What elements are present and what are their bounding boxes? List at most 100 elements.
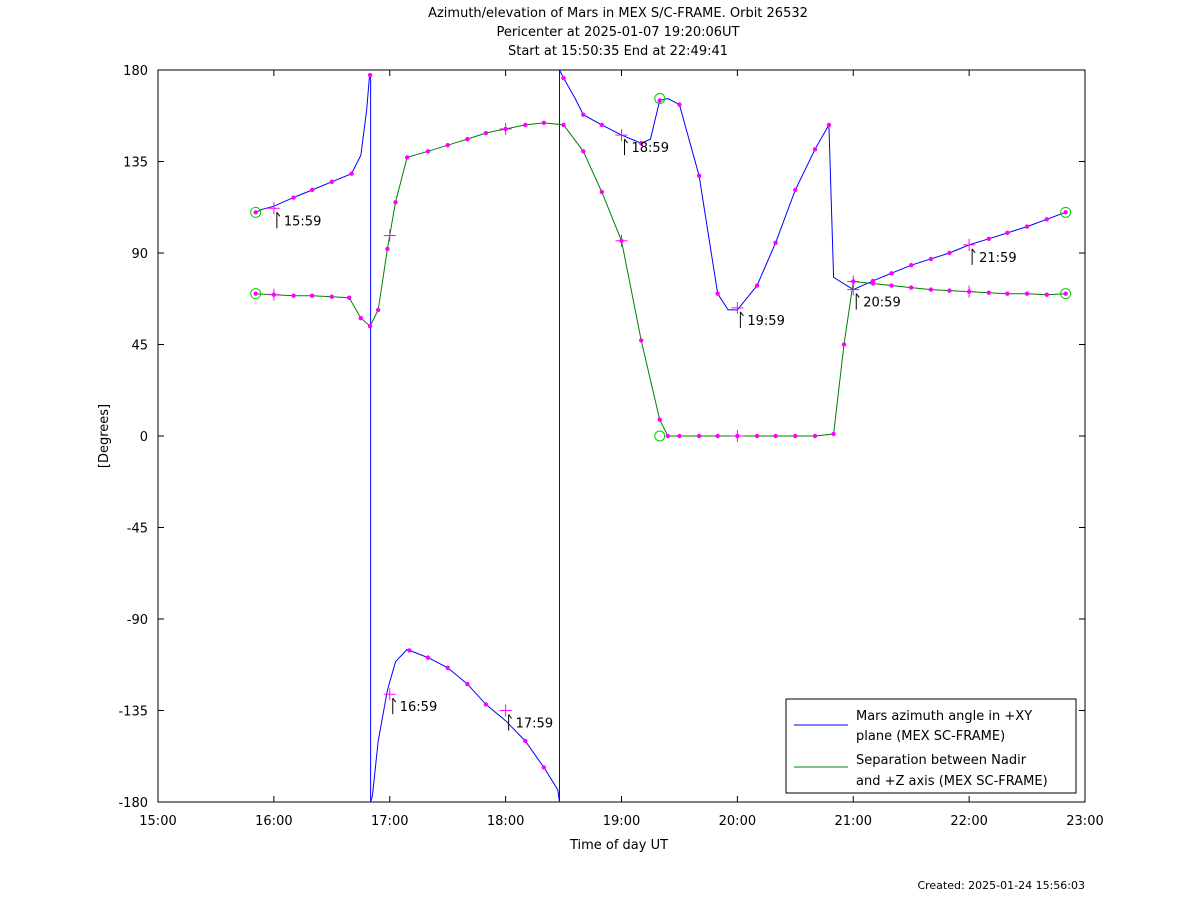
separation-point: [812, 433, 818, 439]
endpoint-circle: [1060, 288, 1072, 300]
separation-point: [346, 295, 352, 300]
azimuth-time-annotation-cross: [499, 704, 512, 717]
azimuth-time-annotation-cross: [383, 688, 396, 701]
azimuth-point: [445, 665, 450, 670]
separation-point: [425, 149, 431, 154]
svg-text:15:59: 15:59: [284, 214, 321, 229]
y-tick-label: -180: [118, 796, 148, 811]
azimuth-point: [773, 240, 778, 246]
separation-point: [638, 338, 644, 343]
azimuth-point: [407, 648, 412, 653]
azimuth-point: [1005, 230, 1010, 236]
azimuth-point: [657, 98, 662, 103]
azimuth-point: [754, 283, 760, 288]
separation-point: [928, 287, 934, 292]
azimuth-time-annotation-cross: [963, 238, 976, 251]
azimuth-point: [928, 256, 934, 262]
separation-point: [404, 155, 410, 160]
separation-point: [715, 433, 720, 439]
azimuth-point: [483, 702, 489, 707]
separation-point: [986, 290, 992, 295]
azimuth-time-annotation-cross: [267, 202, 280, 215]
azimuth-point: [1063, 210, 1068, 215]
azimuth-time-annotation: 18:59: [624, 138, 669, 156]
endpoint-circle: [654, 430, 666, 442]
x-tick-label: 16:00: [255, 814, 292, 829]
y-tick-label: 135: [123, 156, 148, 171]
separation-point: [581, 149, 586, 154]
separation-point: [1024, 291, 1030, 296]
azimuth-point: [599, 122, 605, 128]
azimuth-point: [638, 141, 644, 146]
separation-point: [523, 122, 528, 128]
x-tick-label: 21:00: [835, 814, 872, 829]
marker-layer: 15:59 18:59 19:59 20:59 21:59 16:59 17:59: [250, 72, 1072, 770]
separation-point: [375, 307, 381, 313]
svg-text:20:59: 20:59: [863, 296, 900, 311]
legend-label-azimuth-line-2: plane (MEX SC-FRAME): [856, 729, 1005, 744]
azimuth-point: [696, 173, 702, 178]
separation-point: [599, 189, 605, 195]
x-tick-label: 18:00: [487, 814, 524, 829]
separation-point: [445, 143, 450, 148]
azimuth-point: [947, 250, 952, 256]
separation-point: [367, 324, 373, 329]
azimuth-point: [367, 72, 373, 78]
legend: Mars azimuth angle in +XY plane (MEX SC-…: [785, 698, 1077, 794]
x-tick-label: 19:00: [603, 814, 640, 829]
separation-point: [841, 342, 847, 347]
azimuth-time-annotation: 19:59: [739, 311, 785, 329]
separation-time-cross: [731, 430, 744, 442]
series-separation-line: [255, 122, 1066, 437]
azimuth-time-annotation: 20:59: [855, 293, 901, 311]
azimuth-time-annotation: 15:59: [276, 211, 321, 229]
title-line-3: Start at 15:50:35 End at 22:49:41: [508, 44, 728, 59]
svg-text:16:59: 16:59: [400, 700, 437, 715]
separation-point: [465, 136, 470, 142]
y-axis: -180 -135 -90 -45 0 45 90 135 180: [118, 64, 1085, 811]
azimuth-point: [523, 738, 528, 744]
y-tick-label: 180: [123, 64, 148, 79]
separation-point: [309, 293, 315, 298]
azimuth-time-annotation: 17:59: [508, 714, 553, 732]
endpoint-circle: [250, 288, 262, 300]
x-tick-label: 15:00: [139, 814, 176, 829]
separation-point: [889, 283, 894, 288]
separation-point: [291, 293, 296, 298]
azimuth-point: [889, 271, 894, 276]
y-tick-label: 0: [140, 430, 148, 445]
x-tick-label: 22:00: [950, 814, 987, 829]
separation-point: [696, 433, 702, 439]
separation-point: [908, 285, 914, 290]
endpoint-circle: [1060, 206, 1072, 218]
azimuth-point: [1044, 217, 1049, 222]
x-tick-label: 23:00: [1066, 814, 1103, 829]
y-tick-label: -135: [118, 705, 148, 720]
series-azimuth-line: [559, 69, 1066, 311]
separation-point: [793, 433, 798, 439]
azimuth-time-annotation-cross: [731, 301, 744, 314]
title-line-2: Pericenter at 2025-01-07 19:20:06UT: [496, 25, 739, 40]
separation-point: [329, 294, 335, 299]
svg-text:17:59: 17:59: [516, 717, 553, 732]
azimuth-time-annotation-cross: [615, 129, 628, 142]
plot-area-frame: [157, 69, 1086, 803]
separation-point: [947, 288, 952, 293]
title-line-1: Azimuth/elevation of Mars in MEX S/C-FRA…: [428, 6, 808, 21]
azimuth-point: [465, 681, 470, 687]
azimuth-point: [541, 765, 547, 770]
separation-point: [665, 433, 671, 439]
y-tick-label: -90: [127, 613, 148, 628]
x-axis-label: Time of day UT: [569, 838, 668, 853]
separation-point: [754, 433, 760, 439]
separation-point: [253, 291, 258, 296]
azimuth-point: [826, 122, 832, 128]
separation-time-cross: [383, 229, 396, 242]
azimuth-point: [309, 187, 315, 193]
separation-time-cross: [963, 285, 976, 298]
azimuth-point: [812, 147, 818, 152]
azimuth-point: [581, 112, 586, 117]
azimuth-point: [561, 75, 566, 81]
svg-text:18:59: 18:59: [632, 141, 669, 156]
